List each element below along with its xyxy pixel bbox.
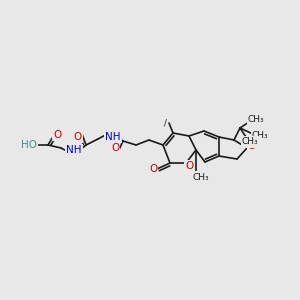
Text: CH₃: CH₃ [248,115,264,124]
Text: NH: NH [105,132,121,142]
Text: NH: NH [66,145,82,155]
Text: O: O [74,132,82,142]
Text: CH₃: CH₃ [193,172,209,182]
Text: O: O [248,141,256,151]
Text: O: O [53,130,61,140]
Text: O: O [111,143,119,153]
Text: HO: HO [21,140,37,150]
Text: /: / [164,118,166,127]
Text: CH₃: CH₃ [252,130,268,140]
Text: O: O [185,161,193,171]
Text: CH₃: CH₃ [242,137,258,146]
Text: O: O [149,164,157,174]
